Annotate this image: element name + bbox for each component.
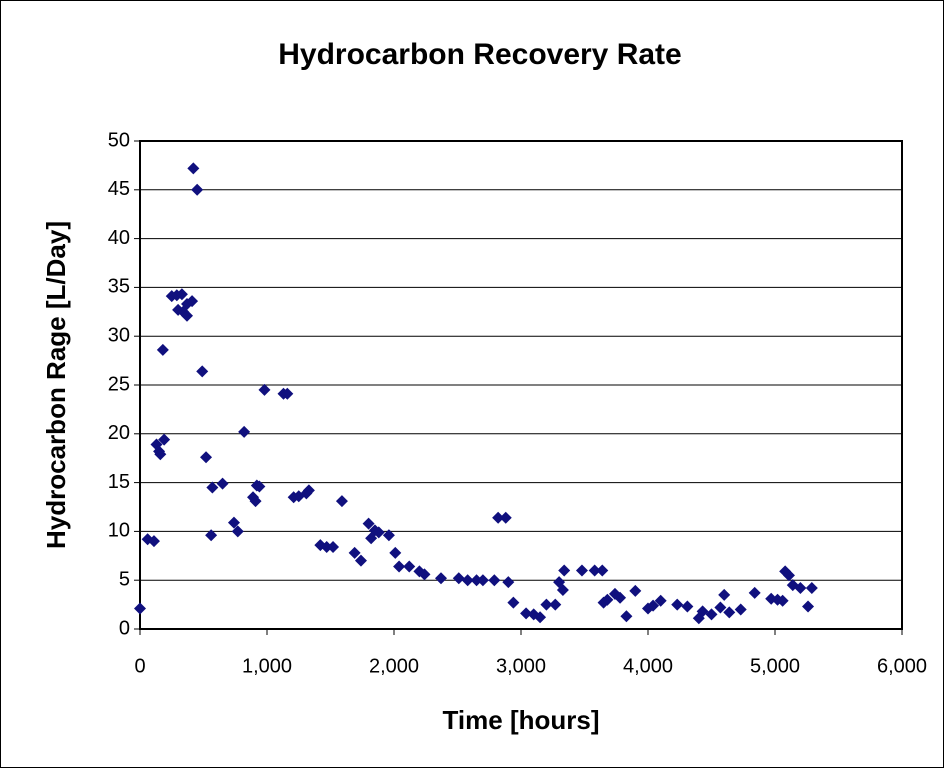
point [231,525,244,538]
point [302,484,315,497]
y-tick-label: 5 [119,568,130,590]
point [206,481,219,494]
point [476,574,489,587]
point [488,574,501,587]
x-tick-label: 5,000 [750,655,800,677]
y-tick-label: 20 [108,422,130,444]
x-tick-label: 1,000 [242,655,292,677]
point [238,425,251,438]
x-tick-label: 0 [134,655,145,677]
x-axis-label: Time [hours] [443,705,600,735]
point [258,383,271,396]
point [470,574,483,587]
point [507,596,520,609]
point [154,448,167,461]
point [520,607,533,620]
point [186,295,199,308]
point [281,387,294,400]
point [348,546,361,559]
point [502,576,515,589]
point [403,560,416,573]
point [382,529,395,542]
point [147,535,160,548]
point [175,288,188,301]
point [389,546,402,559]
point [452,572,465,585]
point [180,309,193,322]
point [654,594,667,607]
point [723,606,736,619]
y-tick-label: 25 [108,373,130,395]
point [575,564,588,577]
y-tick-label: 10 [108,520,130,542]
point [216,477,229,490]
point [492,511,505,524]
point [434,572,447,585]
point [614,591,627,604]
point [794,582,807,595]
point [620,610,633,623]
point [549,598,562,611]
y-tick-label: 0 [119,617,130,639]
x-tick-label: 4,000 [623,655,673,677]
point [556,583,569,596]
point [588,564,601,577]
point [249,495,262,508]
point [354,554,367,567]
point [718,588,731,601]
point [705,608,718,621]
point [158,433,171,446]
point [187,162,200,175]
point [320,541,333,554]
chart-title: Hydrocarbon Recovery Rate [278,38,681,71]
point [335,495,348,508]
point [601,593,614,606]
point [629,584,642,597]
y-tick-label: 30 [108,324,130,346]
point [156,343,169,356]
point [418,568,431,581]
point [191,183,204,196]
x-tick-label: 3,000 [496,655,546,677]
point [362,517,375,530]
y-tick-label: 50 [108,129,130,151]
point [776,594,789,607]
point [540,598,553,611]
point [134,602,146,615]
point [227,516,240,529]
point [647,599,660,612]
x-tick-label: 6,000 [877,655,927,677]
point [205,529,218,542]
y-tick-label: 45 [108,178,130,200]
point [534,611,547,624]
point [734,603,747,616]
point [782,569,795,582]
point [681,600,694,613]
y-tick-label: 35 [108,276,130,298]
point [393,560,406,573]
x-tick-label: 2,000 [369,655,419,677]
point [558,564,571,577]
point [805,582,818,595]
point [253,480,266,493]
y-tick-label: 15 [108,471,130,493]
point [714,601,727,614]
point [200,451,213,464]
point [671,598,684,611]
point [196,365,209,378]
point [802,600,815,613]
y-tick-label: 40 [108,227,130,249]
y-axis-label: Hydrocarbon Rage [L/Day] [41,221,71,549]
point [748,586,761,599]
point [499,511,512,524]
point [372,526,385,539]
point [596,564,609,577]
plot-frame [139,140,903,630]
point [327,541,340,554]
point [461,574,474,587]
